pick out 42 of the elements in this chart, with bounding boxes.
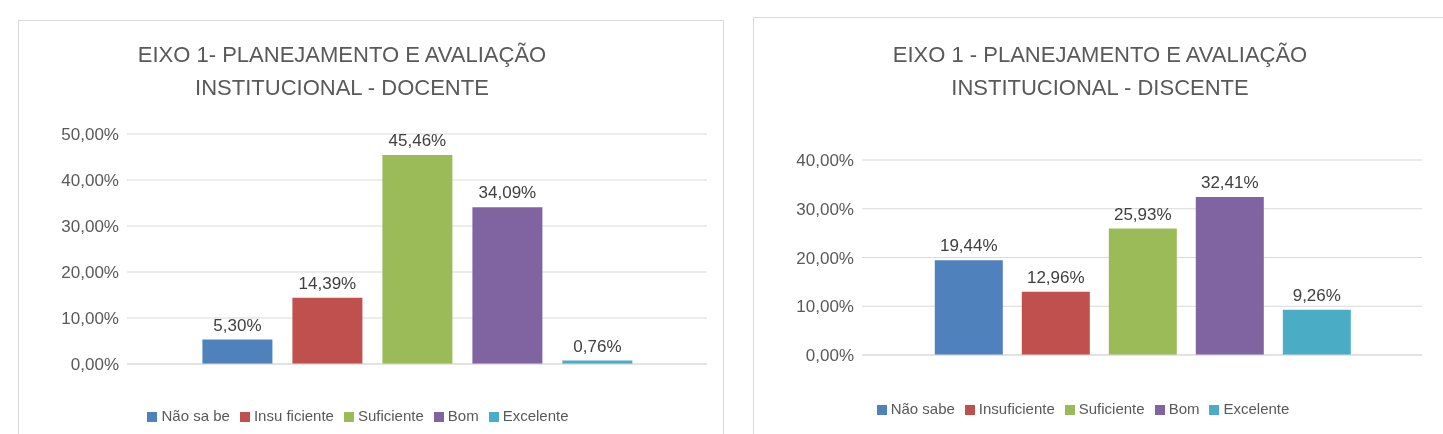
- y-tick-label: 0,00%: [70, 355, 119, 375]
- y-tick-label: 0,00%: [805, 346, 854, 366]
- legend-label: Insu ficiente: [253, 407, 334, 424]
- y-tick-label: 40,00%: [796, 151, 854, 171]
- data-label: 34,09%: [478, 183, 537, 203]
- y-tick-label: 10,00%: [796, 297, 854, 317]
- bar: [202, 339, 273, 364]
- data-label: 12,96%: [1026, 267, 1085, 287]
- y-tick-label: 30,00%: [61, 217, 119, 237]
- y-tick-label: 20,00%: [61, 263, 119, 283]
- bar: [934, 260, 1003, 355]
- bar: [1282, 309, 1351, 355]
- data-label: 5,30%: [213, 315, 262, 335]
- legend-label: Não sa be: [161, 407, 230, 424]
- bar: [1195, 197, 1264, 355]
- y-tick-label: 20,00%: [796, 248, 854, 268]
- chart-title: EIXO 1- PLANEJAMENTO E AVALIAÇÃO INSTITUCIONAL - DOCENTE: [136, 41, 548, 102]
- bar: [472, 207, 543, 364]
- data-label: 45,46%: [388, 130, 447, 150]
- y-tick-label: 10,00%: [61, 309, 119, 329]
- y-tick-label: 50,00%: [61, 125, 119, 145]
- legend-label: Suficiente: [357, 407, 424, 424]
- bar: [292, 297, 363, 364]
- legend-label: Excelente: [1223, 400, 1290, 417]
- chart-title: EIXO 1 - PLANEJAMENTO E AVALIAÇÃO INSTITUCIONAL - DISCENTE: [891, 41, 1309, 102]
- bar: [382, 154, 453, 364]
- legend-label: Bom: [447, 407, 479, 424]
- data-label: 25,93%: [1113, 204, 1172, 224]
- legend-label: Suficiente: [1078, 400, 1145, 417]
- data-label: 14,39%: [298, 273, 357, 293]
- data-label: 0,76%: [573, 336, 622, 356]
- data-label: 32,41%: [1200, 173, 1259, 192]
- legend-label: Bom: [1168, 400, 1200, 417]
- data-label: 19,44%: [939, 236, 998, 256]
- data-label: 9,26%: [1292, 285, 1341, 305]
- y-tick-label: 30,00%: [796, 199, 854, 219]
- bar: [1108, 228, 1177, 355]
- bar: [1021, 291, 1090, 355]
- legend-label: Não sabe: [890, 400, 955, 417]
- legend-label: Excelente: [502, 407, 569, 424]
- y-tick-label: 40,00%: [61, 171, 119, 191]
- legend-label: Insuficiente: [978, 400, 1055, 417]
